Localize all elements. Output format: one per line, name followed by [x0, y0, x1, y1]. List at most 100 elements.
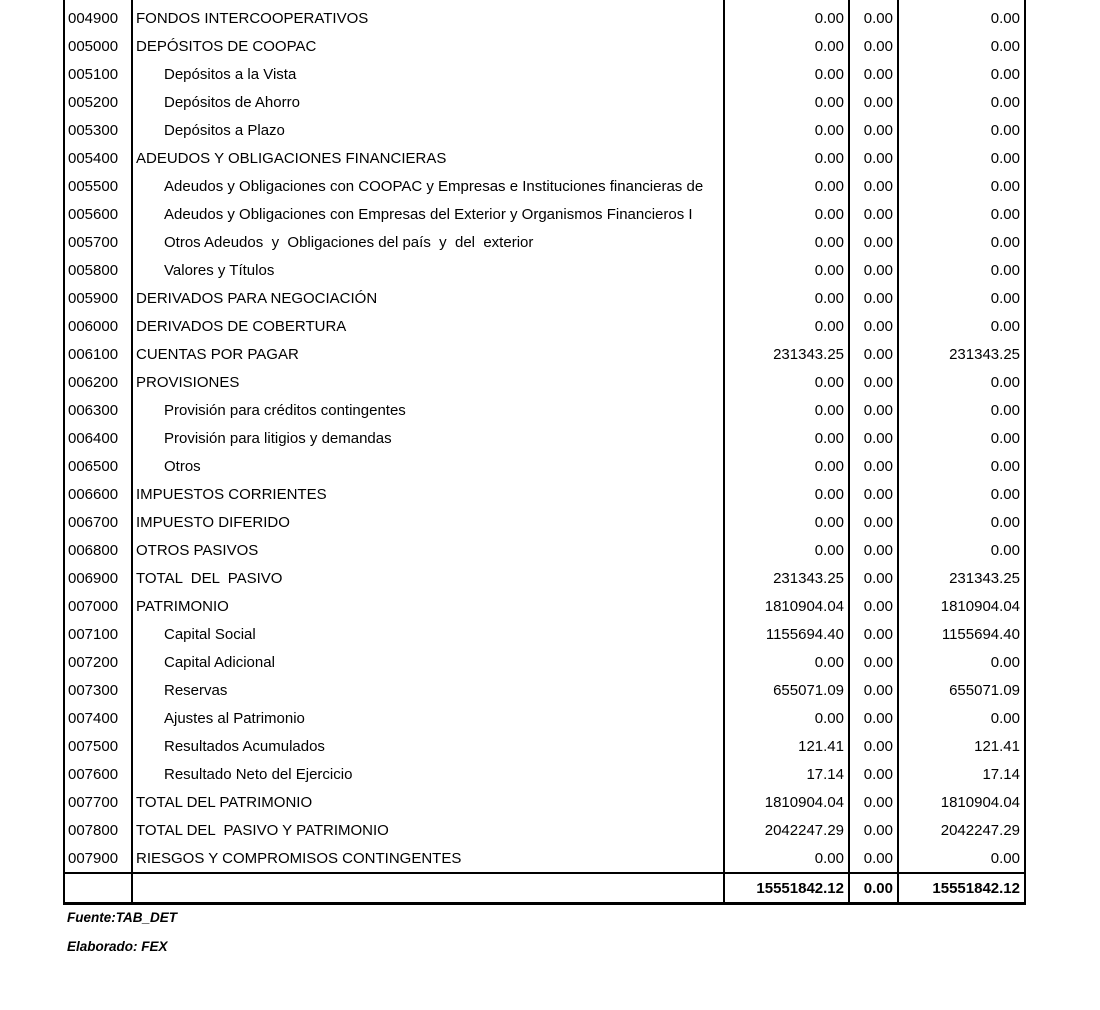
- account-code-cell: 006800: [65, 536, 133, 564]
- account-code-cell: 005600: [65, 200, 133, 228]
- account-description-cell: Valores y Títulos: [133, 256, 725, 284]
- account-code-cell: 007800: [65, 816, 133, 844]
- amount-column-2-cell: 0.00: [850, 228, 899, 256]
- account-description-cell: TOTAL DEL PASIVO Y PATRIMONIO: [133, 816, 725, 844]
- account-description-cell: TOTAL DEL PASIVO: [133, 564, 725, 592]
- table-row: 007600 Resultado Neto del Ejercicio 17.1…: [65, 760, 1026, 788]
- amount-column-1-cell: 0.00: [725, 844, 850, 872]
- account-description-cell: Adeudos y Obligaciones con Empresas del …: [133, 200, 725, 228]
- table-row: 006200 PROVISIONES 0.00 0.00 0.00: [65, 368, 1026, 396]
- amount-column-3-cell: 0.00: [899, 704, 1026, 732]
- amount-column-2-cell: 0.00: [850, 480, 899, 508]
- table-grand-total-row: 15551842.12 0.00 15551842.12: [65, 872, 1026, 905]
- amount-column-2-cell: 0.00: [850, 368, 899, 396]
- account-code-cell: 005300: [65, 116, 133, 144]
- amount-column-1-cell: 121.41: [725, 732, 850, 760]
- spacer-description-cell: [133, 0, 725, 4]
- account-description-cell: IMPUESTOS CORRIENTES: [133, 480, 725, 508]
- table-row: 005500 Adeudos y Obligaciones con COOPAC…: [65, 172, 1026, 200]
- account-code-cell: 005700: [65, 228, 133, 256]
- source-note: Fuente:TAB_DET: [67, 910, 177, 925]
- table-row: 006100 CUENTAS POR PAGAR 231343.25 0.00 …: [65, 340, 1026, 368]
- amount-column-1-cell: 231343.25: [725, 340, 850, 368]
- amount-column-1-cell: 0.00: [725, 4, 850, 32]
- amount-column-3-cell: 1810904.04: [899, 788, 1026, 816]
- grand-total-amount-2: 0.00: [850, 874, 899, 902]
- amount-column-1-cell: 0.00: [725, 228, 850, 256]
- amount-column-1-cell: 1810904.04: [725, 788, 850, 816]
- account-description-cell: Capital Adicional: [133, 648, 725, 676]
- account-description-cell: Otros Adeudos y Obligaciones del país y …: [133, 228, 725, 256]
- amount-column-1-cell: 0.00: [725, 200, 850, 228]
- amount-column-2-cell: 0.00: [850, 312, 899, 340]
- account-code-cell: 006600: [65, 480, 133, 508]
- amount-column-3-cell: 0.00: [899, 424, 1026, 452]
- amount-column-1-cell: 0.00: [725, 172, 850, 200]
- account-description-cell: Provisión para litigios y demandas: [133, 424, 725, 452]
- amount-column-2-cell: 0.00: [850, 200, 899, 228]
- account-description-cell: TOTAL DEL PATRIMONIO: [133, 788, 725, 816]
- amount-column-2-cell: 0.00: [850, 676, 899, 704]
- amount-column-2-cell: 0.00: [850, 60, 899, 88]
- amount-column-3-cell: 0.00: [899, 60, 1026, 88]
- table-row: 006800 OTROS PASIVOS 0.00 0.00 0.00: [65, 536, 1026, 564]
- amount-column-3-cell: 231343.25: [899, 340, 1026, 368]
- amount-column-1-cell: 0.00: [725, 704, 850, 732]
- amount-column-3-cell: 0.00: [899, 284, 1026, 312]
- amount-column-1-cell: 2042247.29: [725, 816, 850, 844]
- amount-column-1-cell: 0.00: [725, 480, 850, 508]
- account-description-cell: Depósitos a la Vista: [133, 60, 725, 88]
- amount-column-1-cell: 0.00: [725, 284, 850, 312]
- amount-column-3-cell: 0.00: [899, 536, 1026, 564]
- amount-column-2-cell: 0.00: [850, 564, 899, 592]
- table-row: 005300 Depósitos a Plazo 0.00 0.00 0.00: [65, 116, 1026, 144]
- grand-total-amount-1: 15551842.12: [725, 874, 850, 902]
- amount-column-3-cell: 0.00: [899, 88, 1026, 116]
- amount-column-2-cell: 0.00: [850, 760, 899, 788]
- account-code-cell: 007200: [65, 648, 133, 676]
- account-code-cell: 007400: [65, 704, 133, 732]
- amount-column-2-cell: 0.00: [850, 284, 899, 312]
- table-row: 007500 Resultados Acumulados 121.41 0.00…: [65, 732, 1026, 760]
- grand-total-amount-3: 15551842.12: [899, 874, 1026, 902]
- amount-column-3-cell: 0.00: [899, 844, 1026, 872]
- account-description-cell: DERIVADOS PARA NEGOCIACIÓN: [133, 284, 725, 312]
- table-row: 007900 RIESGOS Y COMPROMISOS CONTINGENTE…: [65, 844, 1026, 872]
- table-body: 004900 FONDOS INTERCOOPERATIVOS 0.00 0.0…: [65, 4, 1026, 872]
- amount-column-2-cell: 0.00: [850, 172, 899, 200]
- account-code-cell: 005000: [65, 32, 133, 60]
- amount-column-2-cell: 0.00: [850, 144, 899, 172]
- table-row: 005900 DERIVADOS PARA NEGOCIACIÓN 0.00 0…: [65, 284, 1026, 312]
- financial-statement-table: 004900 FONDOS INTERCOOPERATIVOS 0.00 0.0…: [63, 0, 1026, 905]
- amount-column-1-cell: 1810904.04: [725, 592, 850, 620]
- account-code-cell: 007900: [65, 844, 133, 872]
- account-description-cell: PATRIMONIO: [133, 592, 725, 620]
- table-row: 007700 TOTAL DEL PATRIMONIO 1810904.04 0…: [65, 788, 1026, 816]
- table-row: 005600 Adeudos y Obligaciones con Empres…: [65, 200, 1026, 228]
- amount-column-1-cell: 0.00: [725, 396, 850, 424]
- amount-column-3-cell: 121.41: [899, 732, 1026, 760]
- account-code-cell: 006700: [65, 508, 133, 536]
- account-description-cell: DEPÓSITOS DE COOPAC: [133, 32, 725, 60]
- amount-column-2-cell: 0.00: [850, 396, 899, 424]
- account-code-cell: 006900: [65, 564, 133, 592]
- amount-column-3-cell: 0.00: [899, 144, 1026, 172]
- account-description-cell: Ajustes al Patrimonio: [133, 704, 725, 732]
- account-code-cell: 004900: [65, 4, 133, 32]
- amount-column-2-cell: 0.00: [850, 452, 899, 480]
- table-row: 005200 Depósitos de Ahorro 0.00 0.00 0.0…: [65, 88, 1026, 116]
- amount-column-1-cell: 0.00: [725, 508, 850, 536]
- amount-column-2-cell: 0.00: [850, 508, 899, 536]
- account-description-cell: CUENTAS POR PAGAR: [133, 340, 725, 368]
- amount-column-1-cell: 0.00: [725, 536, 850, 564]
- table-row: 007800 TOTAL DEL PASIVO Y PATRIMONIO 204…: [65, 816, 1026, 844]
- account-description-cell: Depósitos a Plazo: [133, 116, 725, 144]
- total-description-cell: [133, 874, 725, 902]
- amount-column-1-cell: 0.00: [725, 648, 850, 676]
- report-footer: Fuente:TAB_DET Elaborado: FEX: [67, 903, 177, 961]
- account-code-cell: 006300: [65, 396, 133, 424]
- account-code-cell: 006400: [65, 424, 133, 452]
- amount-column-2-cell: 0.00: [850, 88, 899, 116]
- table-row: 005000 DEPÓSITOS DE COOPAC 0.00 0.00 0.0…: [65, 32, 1026, 60]
- amount-column-1-cell: 0.00: [725, 452, 850, 480]
